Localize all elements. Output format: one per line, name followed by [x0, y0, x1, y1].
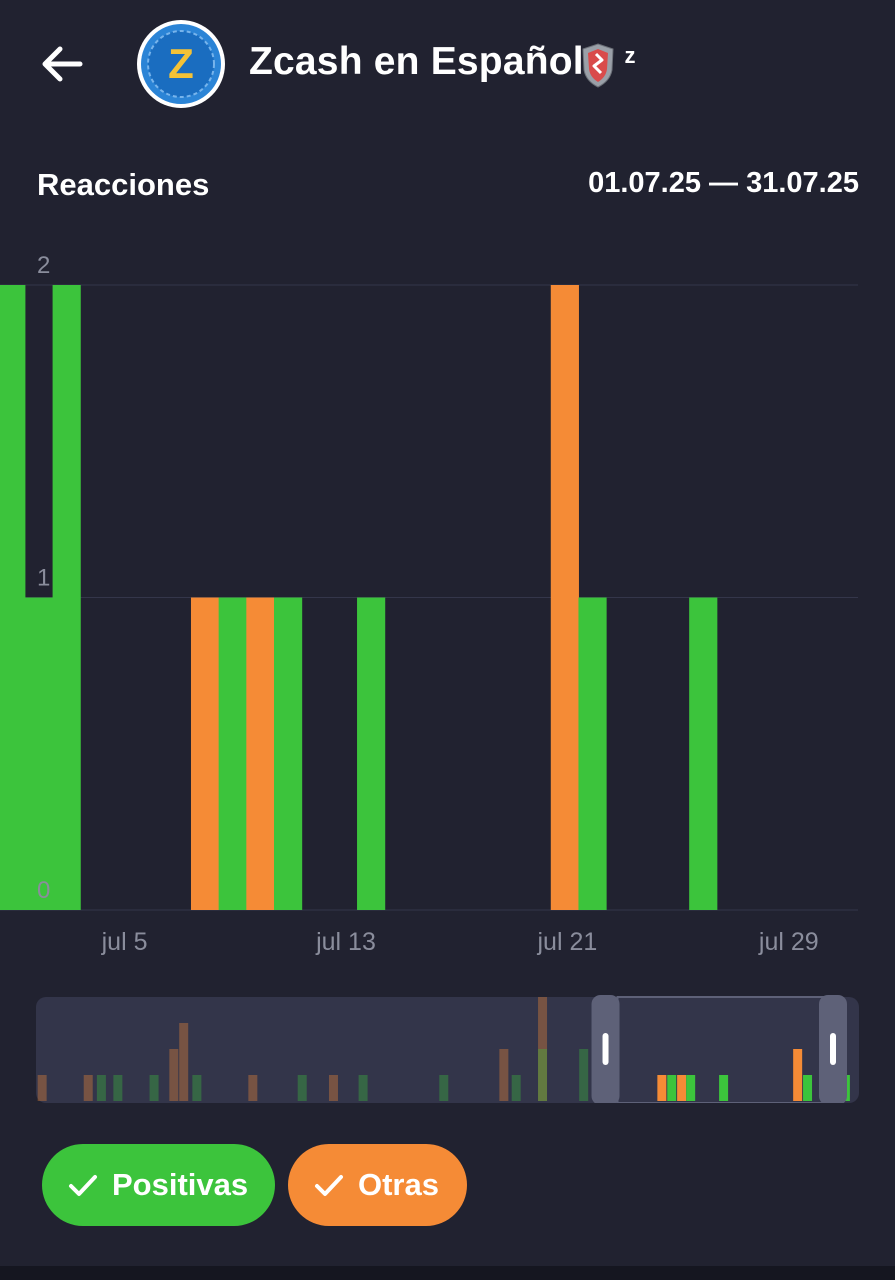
navigator-right-grip [830, 1033, 836, 1065]
grid-lines [0, 284, 858, 911]
y-tick-label: 1 [37, 565, 50, 592]
navigator-bar [657, 1075, 667, 1101]
avatar-letter: Z [168, 40, 194, 87]
reactions-chart[interactable]: 0 1 2 jul 5 jul 13 jul 21 jul 29 [0, 240, 895, 980]
navigator-bar [719, 1075, 729, 1101]
navigator-bar [37, 1075, 47, 1101]
checkmark-icon [315, 1175, 343, 1196]
navigator-bar [499, 1049, 509, 1101]
y-tick-label: 0 [37, 877, 50, 904]
x-tick-label: jul 13 [315, 928, 376, 956]
filter-positivas-chip[interactable]: Positivas [42, 1144, 275, 1226]
bottom-bar [0, 1266, 895, 1280]
navigator-bar [248, 1075, 258, 1101]
bar-otras [190, 597, 220, 910]
x-tick-label: jul 29 [758, 928, 819, 956]
x-tick-label: jul 5 [101, 928, 148, 956]
navigator-bar [192, 1075, 202, 1101]
navigator-bar [579, 1049, 589, 1101]
zcash-logo-icon[interactable]: Z [137, 20, 225, 108]
shield-sleep-icon: z [582, 43, 636, 88]
navigator-bar [439, 1075, 449, 1101]
navigator-bar [538, 997, 548, 1101]
bar-positivas [578, 597, 607, 910]
navigator-bar [793, 1049, 803, 1101]
navigator-bar [511, 1075, 521, 1101]
date-range[interactable]: 01.07.25 — 31.07.25 [588, 167, 859, 199]
bar-positivas [24, 597, 54, 910]
navigator-bars [37, 997, 850, 1101]
navigator-bar [96, 1075, 106, 1101]
navigator-bar [803, 1075, 813, 1101]
navigator-bar [83, 1075, 93, 1101]
navigator-bar [169, 1049, 179, 1101]
checkmark-icon [69, 1175, 97, 1196]
bar-positivas [357, 597, 386, 910]
bar-otras [550, 285, 579, 910]
navigator-bar [297, 1075, 307, 1101]
bar-positivas [218, 597, 247, 910]
y-axis-labels: 0 1 2 [37, 252, 50, 904]
bar-positivas [689, 597, 718, 910]
navigator-bar [358, 1075, 368, 1101]
navigator-bar [179, 1023, 189, 1101]
arrow-left-icon[interactable] [36, 38, 88, 90]
x-tick-label: jul 21 [537, 928, 598, 956]
navigator-left-grip [602, 1033, 609, 1065]
otras-label: Otras [358, 1167, 439, 1202]
bar-positivas [52, 285, 81, 910]
navigator-bar [667, 1075, 677, 1101]
y-tick-label: 2 [37, 252, 50, 279]
navigator-bar [328, 1075, 338, 1101]
filter-otras-chip[interactable]: Otras [288, 1144, 467, 1226]
navigator-track [36, 997, 859, 1103]
header: Z Zcash en Español z [0, 0, 895, 130]
x-axis-labels: jul 5 jul 13 jul 21 jul 29 [101, 928, 819, 956]
navigator-bar [149, 1075, 159, 1101]
positivas-label: Positivas [112, 1167, 249, 1202]
bar-positivas [274, 597, 303, 910]
range-navigator[interactable] [36, 993, 859, 1103]
navigator-bar [686, 1075, 696, 1101]
navigator-bar [538, 1049, 548, 1101]
channel-title: Zcash en Español [249, 40, 584, 83]
chart-bars [0, 285, 718, 910]
bar-positivas [0, 285, 26, 910]
bar-otras [246, 597, 275, 910]
navigator-bar [113, 1075, 123, 1101]
section-title: Reacciones [37, 167, 210, 202]
navigator-window [591, 995, 847, 1103]
badge-text: z [625, 43, 636, 68]
navigator-bar [677, 1075, 687, 1101]
